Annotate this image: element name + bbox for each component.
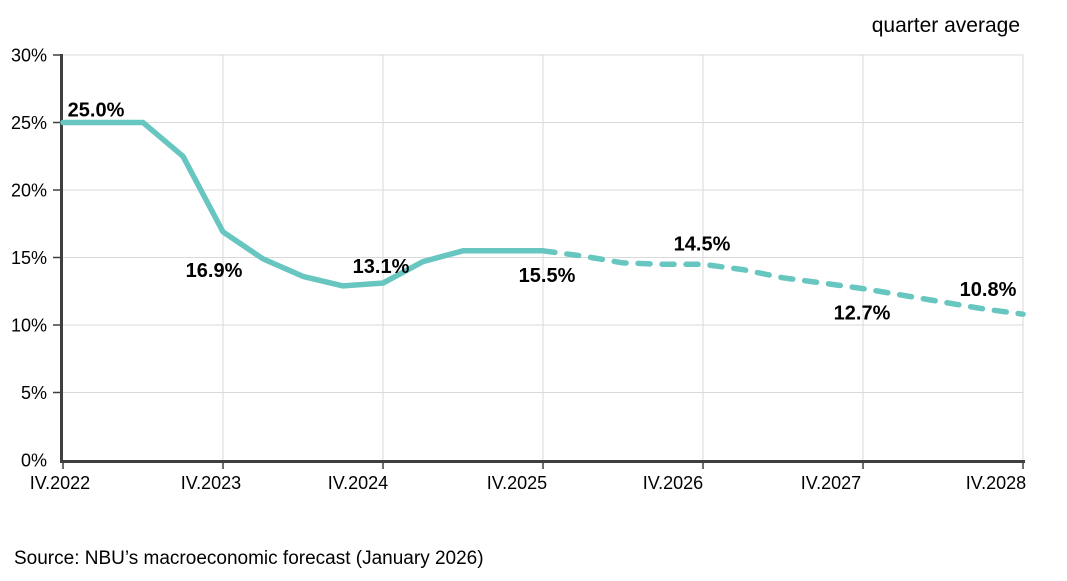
rate-line-actual [60,119,546,289]
x-axis-label: IV.2026 [643,473,703,493]
data-label: 14.5% [674,233,731,255]
y-axis-label: 25% [11,113,47,133]
x-axis-label: IV.2024 [328,473,388,493]
y-axis-label: 10% [11,316,47,336]
x-axis-label: IV.2028 [966,473,1026,493]
rate-line-forecast [540,248,1026,317]
data-label: 10.8% [960,279,1017,301]
source-note: Source: NBU’s macroeconomic forecast (Ja… [14,548,484,569]
data-label: 12.7% [834,303,891,325]
y-axis-label: 0% [21,451,47,471]
y-axis-label: 20% [11,181,47,201]
x-axis-label: IV.2023 [181,473,241,493]
x-axis-label: IV.2025 [487,473,547,493]
x-axis-label: IV.2027 [801,473,861,493]
data-label: 16.9% [186,260,243,282]
data-label: 15.5% [519,265,576,287]
data-label: 25.0% [68,100,125,122]
data-label: 13.1% [353,256,410,278]
y-axis-label: 30% [11,46,47,66]
x-axis-label: IV.2022 [30,473,90,493]
chart-title: quarter average [871,14,1020,37]
y-axis-label: 5% [21,383,47,403]
y-axis-label: 15% [11,248,47,268]
